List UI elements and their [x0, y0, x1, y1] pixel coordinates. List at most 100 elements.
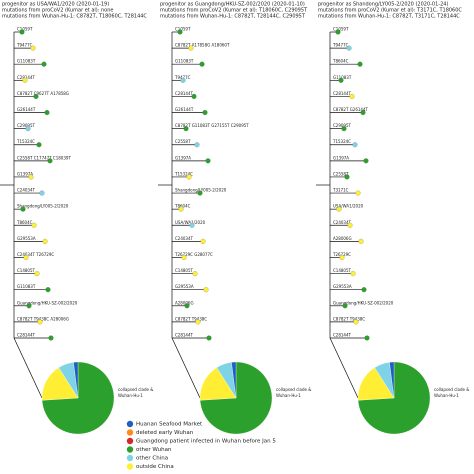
branch-label: C14805T — [175, 268, 194, 273]
tip — [200, 238, 206, 244]
tip — [339, 254, 345, 260]
branch-label: C8782T T9438C A28006G — [17, 316, 69, 321]
pie-branch — [171, 337, 201, 399]
branch-label: T9477C — [332, 43, 349, 48]
legend-swatch — [126, 454, 134, 462]
tip — [358, 238, 364, 244]
branch-label: C28144T — [175, 91, 194, 96]
tip — [42, 238, 48, 244]
pie-branch — [13, 337, 43, 399]
tip — [344, 174, 350, 180]
tip — [335, 29, 341, 35]
tip — [47, 158, 53, 164]
tip — [202, 110, 208, 116]
branch-label: G29553A — [333, 284, 352, 289]
branch-label: C1059T — [17, 27, 33, 32]
tip — [41, 61, 47, 67]
pie-label: Wuhan-Hu-1 — [434, 393, 459, 398]
legend-swatch — [126, 463, 134, 470]
branch-label: Shangdong/LY005-2/2020 — [17, 204, 69, 209]
pie-label: collapsed clade & — [434, 387, 469, 392]
branch-label: Guangdong/HKU-SZ-002/2020 — [17, 300, 78, 305]
branch-label: T9477C — [174, 75, 191, 80]
legend-swatch — [126, 437, 134, 445]
tip — [186, 174, 192, 180]
tip — [363, 158, 369, 164]
tip — [353, 319, 359, 325]
branch-label: C28144T — [333, 333, 352, 338]
tip — [341, 126, 347, 132]
tip — [346, 45, 352, 51]
pie-slice — [389, 361, 395, 399]
tip — [20, 206, 26, 212]
tip — [338, 77, 344, 83]
tip — [178, 206, 184, 212]
branch-label: C8782T G26144T — [333, 107, 369, 112]
tip — [39, 190, 45, 196]
branch-label: C8782T A17858G A18060T — [175, 43, 230, 48]
pie-slice — [73, 361, 79, 399]
pie-label: Wuhan-Hu-1 — [276, 393, 301, 398]
tip — [194, 142, 200, 148]
branch-label: T15324C — [16, 139, 35, 144]
branch-label: C28144T — [175, 333, 194, 338]
branch-label: G26144T — [175, 107, 194, 112]
legend-swatch — [126, 429, 134, 436]
branch-label: T8604C — [332, 59, 349, 64]
legend-label: other China — [136, 456, 168, 462]
tip — [30, 45, 36, 51]
branch-label: C2558T — [175, 139, 191, 144]
tip — [349, 93, 355, 99]
tip — [31, 222, 37, 228]
tip — [197, 190, 203, 196]
panel-header: mutations from proCoV2 (Kumar et al): T3… — [318, 8, 462, 14]
tip — [44, 110, 50, 116]
branch-label: T8604C — [174, 204, 191, 209]
tip — [36, 142, 42, 148]
panel-header: mutations from Wuhan-Hu-1: C8782T, T2814… — [160, 14, 306, 20]
tip — [355, 190, 361, 196]
pie-slice — [199, 361, 273, 435]
legend-swatch — [126, 446, 134, 453]
branch-label: G1397A — [17, 171, 33, 176]
branch-label: C28144T — [333, 91, 352, 96]
tip — [48, 335, 54, 341]
tip — [188, 45, 194, 51]
tip — [192, 271, 198, 277]
panel-header: mutations from proCoV2 (Kumar et al): T1… — [160, 8, 308, 14]
branch-label: T3171C — [332, 188, 349, 193]
branch-label: G1397A — [333, 155, 349, 160]
tip — [177, 29, 183, 35]
legend-label: Huanan Seafood Market — [136, 422, 203, 428]
branch-label: C28144T — [17, 75, 36, 80]
tip — [28, 174, 34, 180]
tip — [347, 222, 353, 228]
branch-label: T26729C G28077C — [174, 252, 213, 257]
legend-label: outside China — [136, 464, 174, 470]
branch-label: G11083T — [17, 284, 36, 289]
legend-label: Guangdong patient infected in Wuhan befo… — [136, 439, 276, 445]
branch-label: T15324C — [174, 171, 193, 176]
tip — [352, 142, 358, 148]
branch-label: C8782T T9438C — [333, 316, 365, 321]
tip — [181, 254, 187, 260]
tip — [33, 93, 39, 99]
panel-header: mutations from proCoV2 (Kumar et al): no… — [2, 8, 114, 14]
branch-label: C24034T — [175, 236, 194, 241]
tip — [19, 29, 25, 35]
branch-label: T8604C — [16, 220, 33, 225]
pie-label: collapsed clade & — [118, 387, 153, 392]
tip — [206, 335, 212, 341]
tip — [357, 61, 363, 67]
branch-label: C8782T G11083T G27155T C29095T — [175, 123, 249, 128]
pie-label: Wuhan-Hu-1 — [118, 393, 143, 398]
tip — [22, 77, 28, 83]
branch-label: T15324C — [332, 139, 351, 144]
legend-label: deleted early Wuhan — [136, 430, 194, 436]
tip — [203, 287, 209, 293]
branch-label: C8782T T9438C — [175, 316, 207, 321]
branch-label: G29553A — [17, 236, 36, 241]
branch-label: C24034T — [17, 188, 36, 193]
tip — [45, 287, 51, 293]
branch-label: C2558T C17747T C18039T — [17, 155, 71, 160]
